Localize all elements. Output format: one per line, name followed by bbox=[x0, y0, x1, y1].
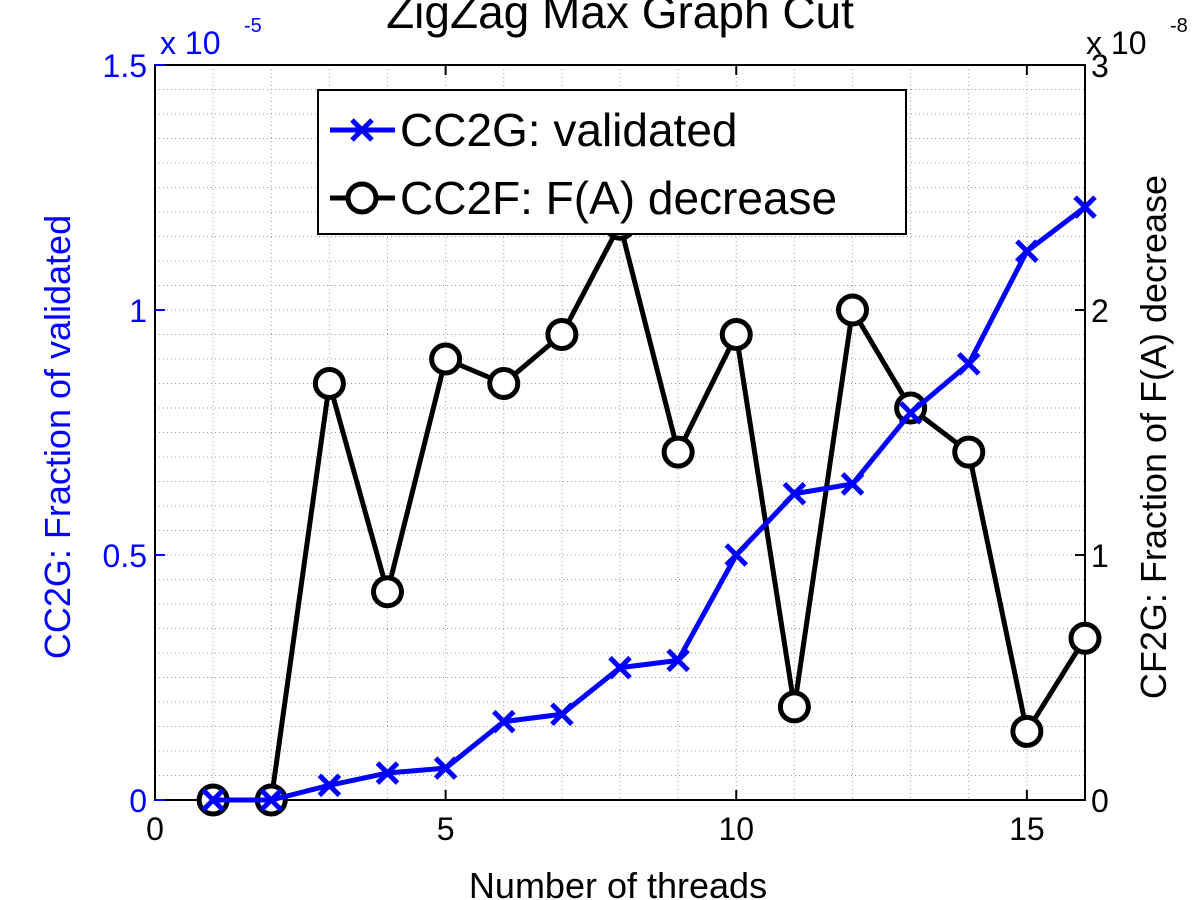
data-point-x bbox=[724, 543, 749, 567]
legend-x-marker-icon bbox=[350, 118, 374, 142]
series-line bbox=[213, 221, 1088, 803]
legend-label-cc2g: CC2G: validated bbox=[400, 104, 738, 156]
series-cc2g bbox=[201, 195, 1097, 812]
data-point-x bbox=[956, 352, 981, 376]
y-right-tick-label: 2 bbox=[1091, 293, 1109, 329]
legend-circle-marker-icon bbox=[345, 181, 379, 215]
data-point-circle bbox=[312, 367, 346, 400]
y-left-exponent-base: x 10 bbox=[160, 25, 220, 61]
data-point-x bbox=[491, 709, 516, 734]
x-tick-label: 0 bbox=[146, 811, 164, 847]
data-point-x bbox=[375, 761, 400, 785]
data-point-circle bbox=[777, 690, 811, 724]
data-point-x bbox=[608, 655, 632, 680]
data-point-x bbox=[782, 481, 807, 506]
data-point-circle bbox=[545, 318, 579, 351]
x-tick-label: 5 bbox=[437, 811, 455, 847]
x-tick-label: 15 bbox=[1009, 811, 1045, 847]
y-axis-left-label: CC2G: Fraction of validated bbox=[37, 215, 78, 659]
data-point-x bbox=[840, 472, 865, 496]
data-point-circle bbox=[836, 293, 869, 327]
legend-label-cc2f: CC2F: F(A) decrease bbox=[400, 172, 837, 224]
data-point-circle bbox=[894, 391, 928, 425]
legend-item-cc2f: CC2F: F(A) decrease bbox=[330, 172, 837, 224]
data-point-circle bbox=[429, 342, 463, 376]
y-right-exponent-power: -8 bbox=[1170, 15, 1188, 37]
data-point-x bbox=[898, 401, 923, 425]
data-point-circle bbox=[719, 318, 753, 351]
y-left-exponent-power: -5 bbox=[244, 15, 262, 37]
y-right-exponent-base: x 10 bbox=[1086, 25, 1146, 61]
y-left-tick-label: 1.5 bbox=[103, 48, 147, 84]
data-point-circle bbox=[661, 435, 695, 469]
y-right-exponent: x 10 -8 bbox=[1086, 15, 1188, 61]
data-point-x bbox=[666, 648, 690, 673]
data-point-circle bbox=[487, 367, 521, 400]
data-point-x bbox=[201, 788, 225, 812]
legend-item-cc2g: CC2G: validated bbox=[330, 104, 738, 156]
data-point-circle bbox=[1010, 714, 1044, 748]
y-left-tick-label: 0.5 bbox=[103, 538, 147, 574]
x-tick-label: 10 bbox=[718, 811, 754, 847]
legend: CC2G: validated CC2F: F(A) decrease bbox=[317, 89, 907, 235]
series-line bbox=[213, 205, 1087, 803]
data-point-x bbox=[317, 773, 342, 798]
chart-title: ZigZag Max Graph Cut bbox=[386, 0, 854, 38]
data-point-circle bbox=[952, 435, 986, 469]
data-point-circle bbox=[371, 575, 404, 609]
plot-frame bbox=[154, 64, 1086, 801]
y-right-tick-label: 1 bbox=[1091, 538, 1109, 574]
data-point-circle bbox=[1068, 621, 1102, 655]
data-point-x bbox=[550, 702, 574, 727]
axis-ticks: 0 5 10 15 0 0.5 1 1.5 0 1 2 3 bbox=[103, 48, 1109, 847]
data-point-x bbox=[1015, 239, 1039, 263]
y-axis-right-label: CF2G: Fraction of F(A) decrease bbox=[1133, 175, 1174, 699]
x-axis-label: Number of threads bbox=[469, 865, 767, 900]
y-right-tick-label: 3 bbox=[1091, 48, 1109, 84]
legend-box bbox=[317, 89, 907, 235]
data-point-x bbox=[1073, 195, 1097, 219]
y-left-tick-label: 0 bbox=[129, 783, 147, 819]
data-point-x bbox=[433, 756, 458, 780]
data-point-x bbox=[259, 788, 284, 812]
y-left-exponent: x 10 -5 bbox=[160, 15, 262, 61]
y-right-tick-label: 0 bbox=[1091, 783, 1109, 819]
y-left-tick-label: 1 bbox=[129, 293, 147, 329]
